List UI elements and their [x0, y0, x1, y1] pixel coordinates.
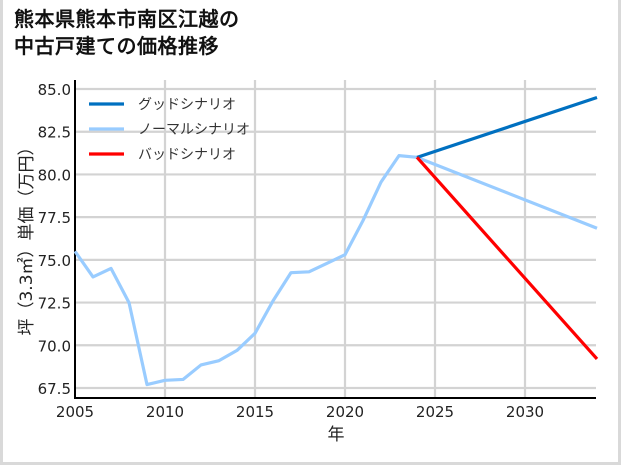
x-axis-title: 年 [328, 425, 345, 445]
y-tick-label: 82.5 [38, 124, 71, 142]
x-tick-label: 2015 [236, 403, 274, 421]
chart-title: 熊本県熊本市南区江越の 中古戸建ての価格推移 [14, 6, 240, 60]
x-tick-label: 2025 [416, 403, 454, 421]
y-tick-label: 67.5 [38, 380, 71, 398]
y-tick-label: 75.0 [38, 252, 71, 270]
x-tick-label: 2010 [146, 403, 184, 421]
data-series [73, 96, 599, 387]
y-tick-label: 85.0 [38, 81, 71, 99]
title-line-2: 中古戸建ての価格推移 [14, 34, 219, 58]
x-tick-label: 2020 [326, 403, 364, 421]
series-line [415, 156, 599, 361]
legend-label: バッドシナリオ [138, 147, 236, 163]
axis-labels: 年 坪（3.3㎡）単価（万円） [17, 138, 345, 445]
legend-label: ノーマルシナリオ [138, 122, 250, 138]
chart-frame: 熊本県熊本市南区江越の 中古戸建ての価格推移 [3, 0, 618, 462]
y-tick-label: 72.5 [38, 295, 71, 313]
y-tick-label: 80.0 [38, 166, 71, 184]
title-line-1: 熊本県熊本市南区江越の [14, 7, 240, 31]
y-tick-label: 70.0 [38, 337, 71, 355]
x-tick-label: 2005 [56, 403, 94, 421]
y-axis-title: 坪（3.3㎡）単価（万円） [17, 138, 37, 335]
series-line [73, 154, 598, 387]
axes: 67.5 70.0 72.5 75.0 77.5 80.0 82.5 85.0 2005 2010… [38, 80, 596, 421]
x-tick-label: 2030 [506, 403, 544, 421]
legend-label: グッドシナリオ [138, 97, 236, 113]
y-tick-label: 77.5 [38, 209, 71, 227]
series-line [416, 96, 598, 159]
